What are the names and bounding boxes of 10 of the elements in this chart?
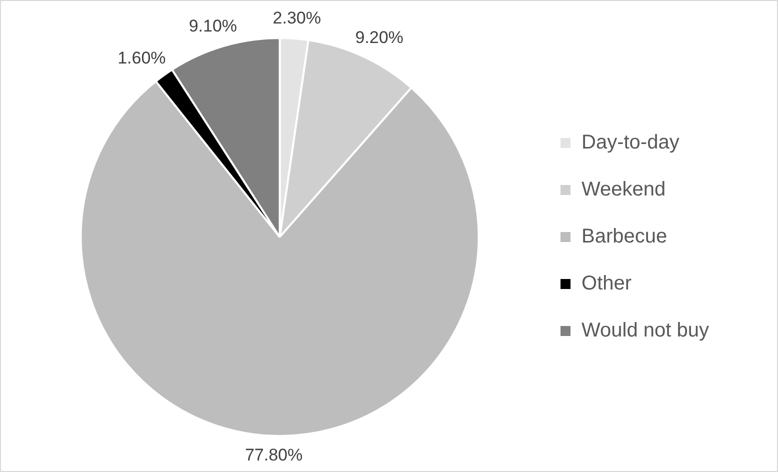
data-label: 1.60%	[118, 48, 166, 68]
data-label: 9.20%	[355, 28, 404, 47]
legend-label: Weekend	[582, 178, 666, 201]
data-label: 2.30%	[272, 8, 321, 28]
legend-label: Day-to-day	[582, 132, 680, 154]
legend-label: Other	[582, 272, 632, 295]
legend-label: Would not buy	[582, 320, 710, 342]
data-label: 9.10%	[188, 16, 238, 36]
legend-label: Barbecue	[582, 226, 668, 248]
data-label: 77.80%	[244, 446, 303, 465]
